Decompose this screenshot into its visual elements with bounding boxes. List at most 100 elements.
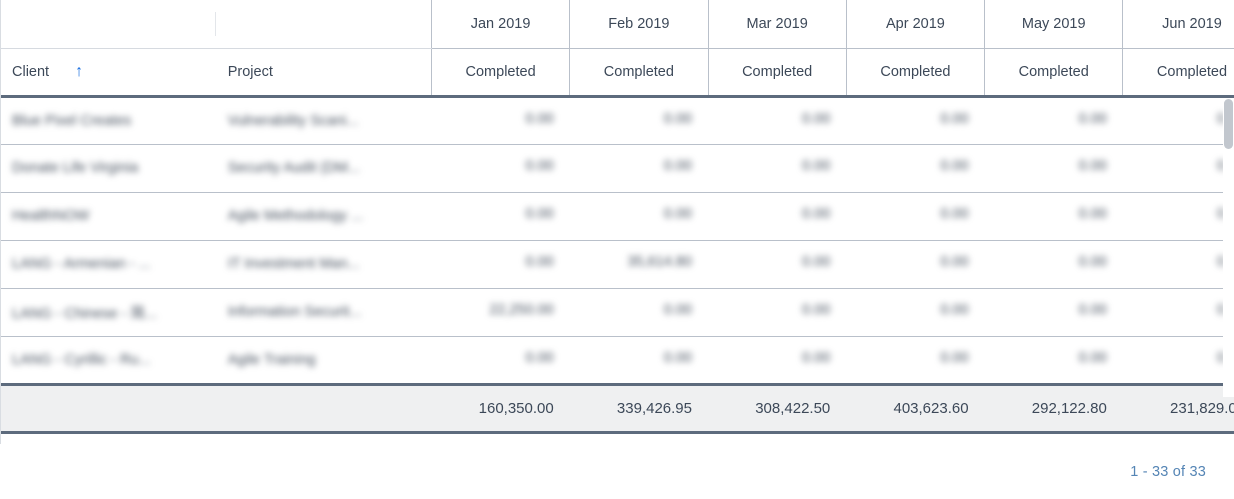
totals-value: 160,350.00 bbox=[431, 382, 570, 434]
cell-value: 0.00 bbox=[708, 192, 847, 241]
column-header-client[interactable]: Client ↑ bbox=[0, 48, 216, 98]
grid-left-edge bbox=[0, 0, 1, 444]
cell-client-value: HealthNOW bbox=[12, 208, 90, 225]
table-row[interactable]: Donate Life Virginia Security Audit (DM.… bbox=[0, 144, 1234, 193]
vertical-scrollbar[interactable] bbox=[1223, 99, 1234, 397]
cell-client: LANG - Chinese - 简... bbox=[0, 288, 216, 337]
totals-value: 308,422.50 bbox=[708, 382, 847, 434]
cell-number: 0.00 bbox=[940, 302, 969, 318]
cell-project-value: Vulnerability Scani... bbox=[227, 112, 359, 129]
table-body: Blue Pixel Creates Vulnerability Scani..… bbox=[0, 96, 1234, 434]
column-header-project[interactable]: Project bbox=[215, 48, 432, 98]
cell-number: 0.00 bbox=[802, 110, 831, 127]
cell-value: 0.00 bbox=[1122, 96, 1234, 145]
cell-number: 0.00 bbox=[1078, 302, 1107, 318]
cell-number: 0.00 bbox=[940, 110, 969, 127]
cell-value: 0.00 bbox=[846, 96, 985, 145]
grid-footer: 1 - 33 of 33 bbox=[0, 444, 1234, 499]
cell-client: Donate Life Virginia bbox=[0, 144, 216, 193]
cell-client: HealthNOW bbox=[0, 192, 216, 241]
cell-number: 0.00 bbox=[525, 349, 554, 366]
table-row[interactable]: LANG - Armenian - ... IT Investment Man.… bbox=[0, 240, 1234, 289]
column-header-month[interactable]: Mar 2019 bbox=[708, 0, 847, 49]
cell-value: 0.00 bbox=[431, 336, 570, 385]
grid-scroll-viewport[interactable]: Jan 2019 Feb 2019 Mar 2019 Apr 2019 May … bbox=[0, 0, 1234, 444]
cell-number: 0.00 bbox=[802, 158, 831, 174]
table-row[interactable]: Blue Pixel Creates Vulnerability Scani..… bbox=[0, 96, 1234, 145]
header-corner-client bbox=[0, 0, 216, 49]
cell-number: 0.00 bbox=[1078, 110, 1107, 127]
cell-number: 0.00 bbox=[1078, 254, 1107, 270]
report-table: Jan 2019 Feb 2019 Mar 2019 Apr 2019 May … bbox=[0, 0, 1234, 434]
cell-project: Agile Methodology ... bbox=[215, 192, 432, 241]
cell-number: 0.00 bbox=[663, 349, 692, 366]
table-header: Jan 2019 Feb 2019 Mar 2019 Apr 2019 May … bbox=[0, 0, 1234, 98]
cell-number: 0.00 bbox=[525, 206, 554, 222]
cell-value: 22,250.00 bbox=[431, 288, 570, 337]
column-header-month[interactable]: Jun 2019 bbox=[1122, 0, 1234, 49]
cell-number: 0.00 bbox=[802, 302, 831, 318]
column-header-measure[interactable]: Completed bbox=[1122, 48, 1234, 98]
table-row[interactable]: LANG - Chinese - 简... Information Securi… bbox=[0, 288, 1234, 337]
sort-ascending-arrow-icon[interactable]: ↑ bbox=[75, 62, 84, 80]
cell-number: 0.00 bbox=[663, 110, 692, 127]
cell-project-value: Agile Training bbox=[227, 351, 316, 368]
cell-number: 0.00 bbox=[663, 158, 692, 174]
column-header-month[interactable]: May 2019 bbox=[984, 0, 1124, 49]
cell-number: 22,250.00 bbox=[489, 302, 554, 318]
column-header-month[interactable]: Feb 2019 bbox=[569, 0, 709, 49]
cell-value: 0.00 bbox=[569, 96, 708, 145]
table-row[interactable]: LANG - Cyrillic - Ru... Agile Training 0… bbox=[0, 336, 1234, 385]
cell-number: 0.00 bbox=[663, 302, 692, 318]
totals-value: 292,122.80 bbox=[984, 382, 1123, 434]
cell-value: 0.00 bbox=[846, 192, 985, 241]
header-corner-project bbox=[215, 0, 432, 49]
cell-client-value: Blue Pixel Creates bbox=[12, 112, 132, 129]
cell-project: IT Investment Man... bbox=[215, 240, 432, 289]
cell-value: 0.00 bbox=[708, 96, 847, 145]
cell-number: 0.00 bbox=[525, 158, 554, 174]
cell-number: 0.00 bbox=[1078, 349, 1107, 366]
cell-value: 0.00 bbox=[984, 288, 1123, 337]
column-header-measure[interactable]: Completed bbox=[708, 48, 847, 98]
cell-value: 0.00 bbox=[984, 240, 1123, 289]
column-header-measure[interactable]: Completed bbox=[846, 48, 986, 98]
totals-label-client bbox=[0, 382, 216, 434]
totals-value: 403,623.60 bbox=[846, 382, 985, 434]
totals-label-project bbox=[215, 382, 432, 434]
cell-value: 0.00 bbox=[1122, 336, 1234, 385]
cell-value: 0.00 bbox=[431, 240, 570, 289]
cell-client: LANG - Cyrillic - Ru... bbox=[0, 336, 216, 385]
column-header-month[interactable]: Jan 2019 bbox=[431, 0, 571, 49]
cell-value: 0.00 bbox=[431, 96, 570, 145]
cell-value: 0.00 bbox=[984, 336, 1123, 385]
vertical-scrollbar-thumb[interactable] bbox=[1224, 99, 1233, 149]
cell-value: 0.00 bbox=[846, 288, 985, 337]
column-header-client-label: Client bbox=[12, 63, 50, 80]
column-header-measure[interactable]: Completed bbox=[431, 48, 571, 98]
cell-number: 0.00 bbox=[525, 254, 554, 270]
column-header-project-label: Project bbox=[227, 63, 273, 80]
cell-client-value: LANG - Chinese - 简... bbox=[12, 305, 158, 322]
totals-value: 231,829.00 bbox=[1122, 382, 1234, 434]
column-header-measure[interactable]: Completed bbox=[984, 48, 1124, 98]
cell-number: 0.00 bbox=[802, 254, 831, 270]
cell-value: 0.00 bbox=[1122, 288, 1234, 337]
cell-client-value: LANG - Cyrillic - Ru... bbox=[12, 351, 151, 368]
header-row-measures: Client ↑ Project Completed Completed Com… bbox=[0, 48, 1234, 98]
cell-number: 0.00 bbox=[940, 158, 969, 174]
cell-value: 35,614.80 bbox=[569, 240, 708, 289]
column-header-measure[interactable]: Completed bbox=[569, 48, 709, 98]
cell-value: 0.00 bbox=[708, 240, 847, 289]
cell-value: 0.00 bbox=[846, 240, 985, 289]
cell-value: 0.00 bbox=[1122, 240, 1234, 289]
table-row[interactable]: HealthNOW Agile Methodology ... 0.00 0.0… bbox=[0, 192, 1234, 241]
cell-number: 0.00 bbox=[525, 110, 554, 127]
cell-project: Information Securit... bbox=[215, 288, 432, 337]
header-row-months: Jan 2019 Feb 2019 Mar 2019 Apr 2019 May … bbox=[0, 0, 1234, 49]
cell-number: 0.00 bbox=[802, 206, 831, 222]
cell-value: 0.00 bbox=[569, 288, 708, 337]
column-header-month[interactable]: Apr 2019 bbox=[846, 0, 986, 49]
cell-value: 0.00 bbox=[708, 288, 847, 337]
cell-value: 0.00 bbox=[431, 144, 570, 193]
